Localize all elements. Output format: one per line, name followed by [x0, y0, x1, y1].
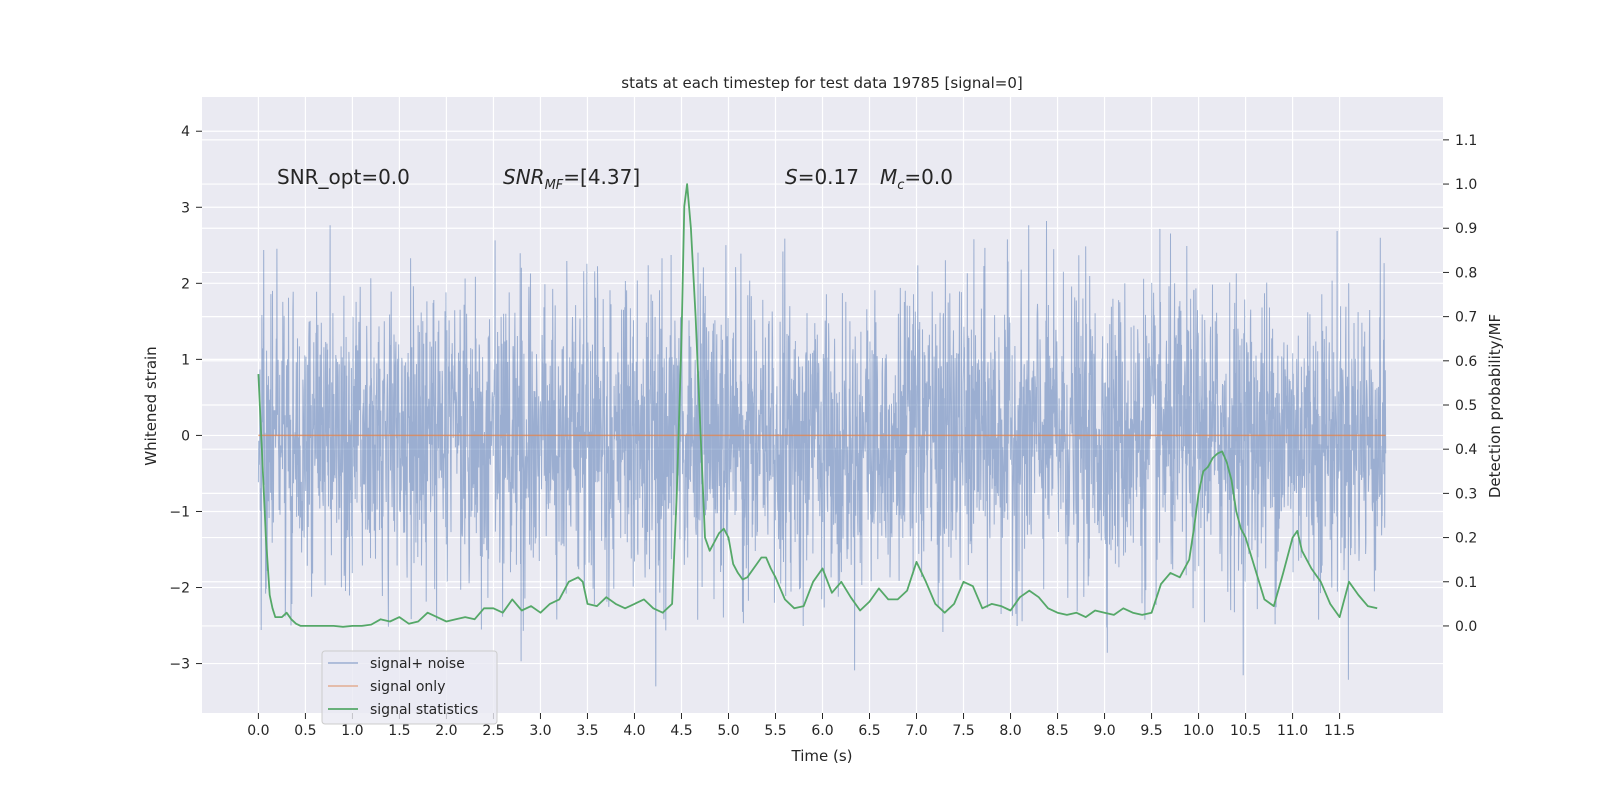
y2-tick-label-1: 0.1 — [1455, 575, 1477, 591]
y-tick-label-7: 4 — [181, 124, 190, 140]
y-tick-label-1: −2 — [169, 581, 190, 597]
y2-tick-label-5: 0.5 — [1455, 398, 1477, 414]
chart-title: stats at each timestep for test data 197… — [621, 74, 1022, 92]
signal-noise-line — [257, 220, 1387, 687]
x-tick-label-14: 7.0 — [905, 723, 927, 739]
y2-axis-label: Detection probability/MF — [1486, 314, 1504, 498]
x-tick-label-12: 6.0 — [811, 723, 833, 739]
x-tick-label-20: 10.0 — [1183, 723, 1214, 739]
x-tick-label-16: 8.0 — [999, 723, 1021, 739]
legend-label-signal-statistics: signal statistics — [370, 702, 478, 718]
x-tick-label-2: 1.0 — [341, 723, 363, 739]
x-tick-label-5: 2.5 — [482, 723, 504, 739]
y-tick-label-3: 0 — [181, 428, 190, 444]
annotation-snr-mf-main: SNR — [503, 165, 545, 189]
x-tick-label-13: 6.5 — [858, 723, 880, 739]
y-axis-ticks: −3 −2 −1 0 1 2 3 4 — [169, 124, 202, 673]
y2-tick-label-8: 0.8 — [1455, 265, 1477, 281]
x-tick-label-15: 7.5 — [952, 723, 974, 739]
annotation-mc: Mc=0.0 — [880, 165, 953, 193]
y-tick-label-5: 2 — [181, 276, 190, 292]
signal-noise-series — [257, 220, 1387, 687]
y2-tick-label-6: 0.6 — [1455, 354, 1477, 370]
signal-statistics-series — [257, 183, 1378, 628]
y2-tick-label-4: 0.4 — [1455, 442, 1477, 458]
y2-axis-ticks: 0.0 0.1 0.2 0.3 0.4 0.5 0.6 0.7 0.8 0.9 1.0 1.1 — [1443, 133, 1477, 635]
y-tick-label-0: −3 — [169, 657, 190, 673]
x-tick-label-6: 3.0 — [529, 723, 551, 739]
y2-tick-label-3: 0.3 — [1455, 486, 1477, 502]
annotation-snr-mf-value: =[4.37] — [563, 165, 640, 189]
annotation-snr-mf: SNRMF=[4.37] — [503, 165, 640, 193]
y2-tick-label-7: 0.7 — [1455, 310, 1477, 326]
y2-tick-label-11: 1.1 — [1455, 133, 1477, 149]
x-tick-label-4: 2.0 — [435, 723, 457, 739]
y-tick-label-2: −1 — [169, 504, 190, 520]
annotation-snr-opt: SNR_opt=0.0 — [277, 165, 410, 189]
x-tick-label-21: 10.5 — [1230, 723, 1261, 739]
x-tick-label-23: 11.5 — [1324, 723, 1355, 739]
x-tick-label-0: 0.0 — [247, 723, 269, 739]
y-tick-label-6: 3 — [181, 200, 190, 216]
legend-box — [321, 650, 498, 725]
annotation-s-value: =0.17 — [798, 165, 859, 189]
y2-tick-label-9: 0.9 — [1455, 221, 1477, 237]
y-axis-label: Whitened strain — [142, 346, 160, 465]
y2-tick-label-2: 0.2 — [1455, 531, 1477, 547]
x-tick-label-18: 9.0 — [1093, 723, 1115, 739]
x-tick-label-17: 8.5 — [1046, 723, 1068, 739]
legend-label-signal-only: signal only — [370, 679, 445, 695]
annotation-s-symbol: S — [785, 165, 798, 189]
annotation-mc-subscript: c — [897, 178, 904, 193]
y2-tick-label-0: 0.0 — [1455, 619, 1477, 635]
annotation-mc-value: =0.0 — [904, 165, 953, 189]
x-tick-label-22: 11.0 — [1277, 723, 1308, 739]
x-tick-label-11: 5.5 — [764, 723, 786, 739]
legend-label-signal-noise: signal+ noise — [370, 656, 465, 672]
x-tick-label-9: 4.5 — [670, 723, 692, 739]
x-axis-ticks: 0.0 0.5 1.0 1.5 2.0 2.5 3.0 3.5 4.0 4.5 5.0 5.5 6.0 6… — [247, 713, 1355, 739]
y-tick-label-4: 1 — [181, 352, 190, 368]
annotation-mc-symbol: M — [880, 165, 897, 189]
x-tick-label-7: 3.5 — [576, 723, 598, 739]
annotation-snr-mf-subscript: MF — [545, 178, 564, 193]
x-tick-label-19: 9.5 — [1140, 723, 1162, 739]
signal-statistics-line — [257, 183, 1378, 628]
x-tick-label-8: 4.0 — [623, 723, 645, 739]
x-tick-label-3: 1.5 — [388, 723, 410, 739]
x-tick-label-1: 0.5 — [294, 723, 316, 739]
x-axis-label: Time (s) — [791, 747, 853, 765]
annotation-s: S=0.17 — [785, 165, 859, 189]
x-tick-label-10: 5.0 — [717, 723, 739, 739]
y2-tick-label-10: 1.0 — [1455, 177, 1477, 193]
legend: signal+ noise signal only signal statist… — [321, 650, 498, 725]
